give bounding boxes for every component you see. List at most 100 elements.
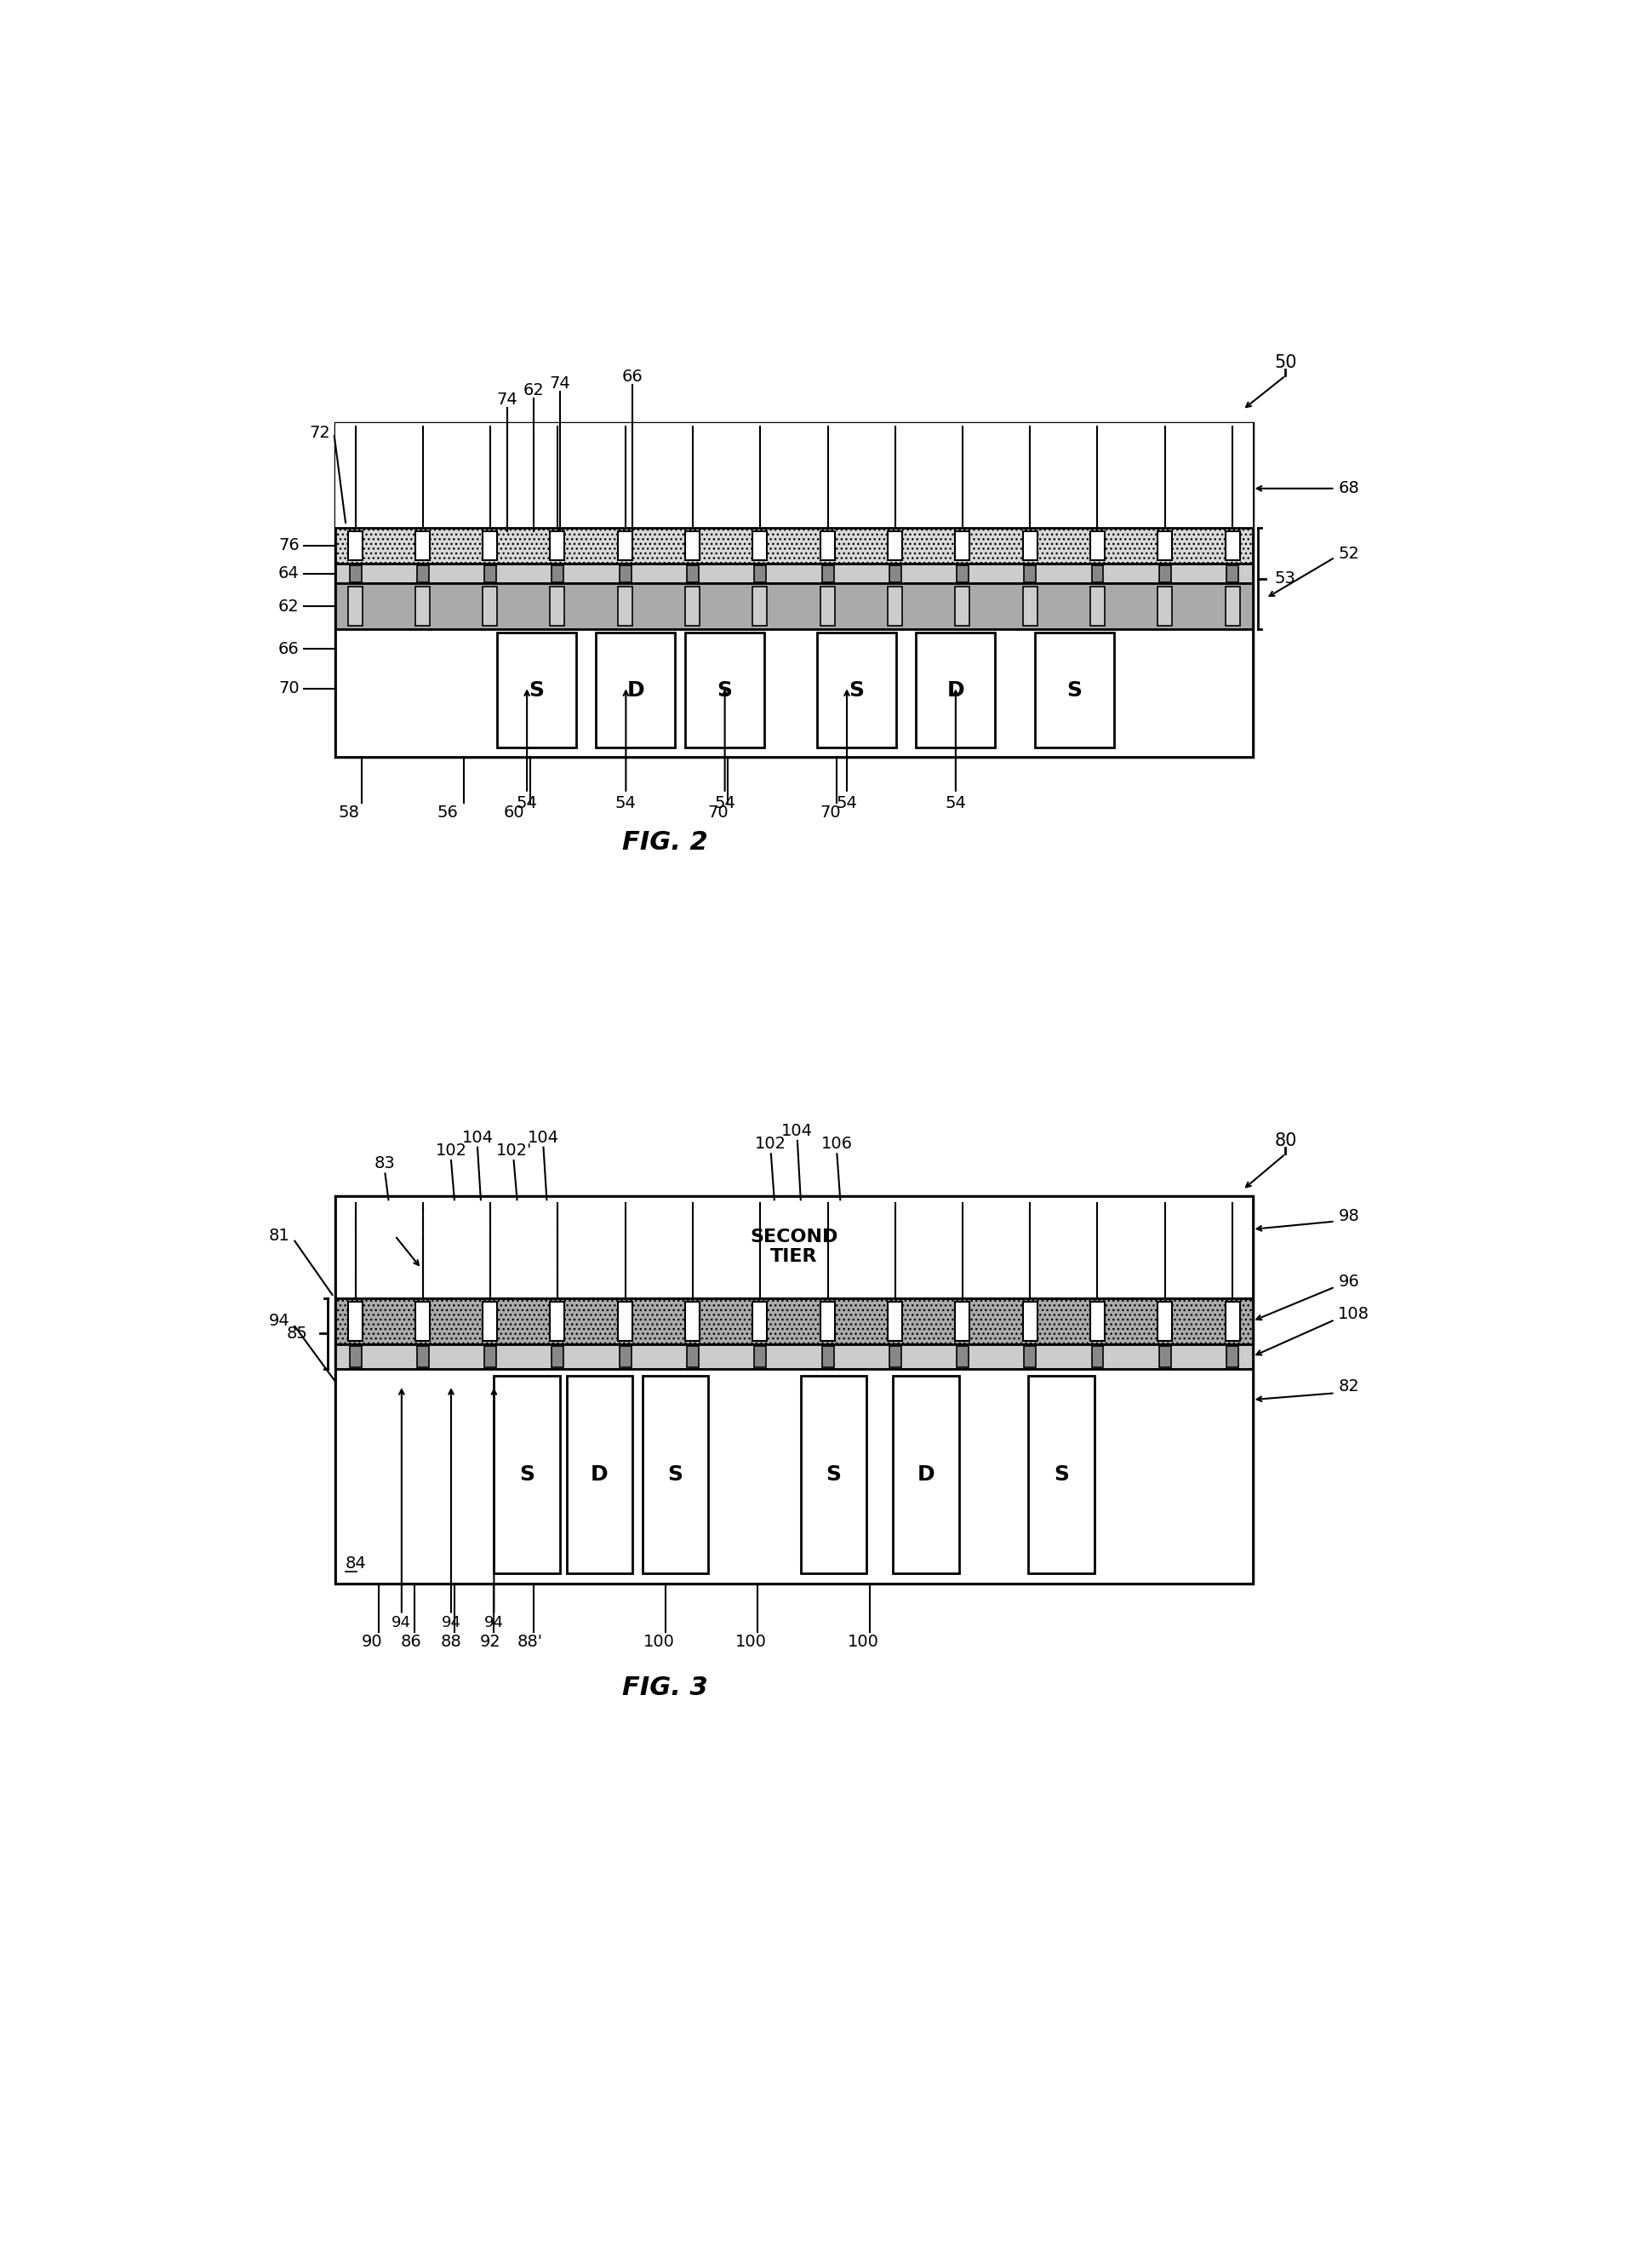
Text: 72: 72 — [310, 424, 331, 440]
Bar — [482, 1302, 497, 1340]
Text: 94: 94 — [441, 1615, 461, 1631]
Bar — [1158, 1345, 1170, 1368]
Bar — [415, 1302, 430, 1340]
Bar — [1023, 1345, 1036, 1368]
Bar — [684, 633, 764, 748]
Text: 52: 52 — [1337, 547, 1359, 562]
Text: 68: 68 — [1337, 481, 1359, 497]
Text: 100: 100 — [847, 1635, 878, 1651]
Bar — [1157, 1302, 1171, 1340]
Bar — [955, 587, 969, 626]
Bar — [888, 531, 902, 560]
Text: 102': 102' — [495, 1143, 531, 1159]
Text: D: D — [917, 1465, 935, 1486]
Text: 108: 108 — [1337, 1306, 1368, 1322]
Bar — [1023, 531, 1038, 560]
Bar — [888, 565, 901, 583]
Bar — [955, 1302, 969, 1340]
Bar — [617, 1302, 632, 1340]
Bar — [753, 1302, 767, 1340]
Bar — [336, 1370, 1251, 1583]
Text: 102: 102 — [435, 1143, 466, 1159]
Text: 60: 60 — [503, 805, 525, 821]
Bar — [821, 1345, 832, 1368]
Text: 62: 62 — [279, 599, 300, 615]
Text: 56: 56 — [437, 805, 458, 821]
Text: S: S — [1067, 680, 1082, 701]
Text: 84: 84 — [345, 1556, 367, 1572]
Bar — [1091, 565, 1103, 583]
Bar — [549, 531, 564, 560]
Text: 66: 66 — [279, 642, 300, 658]
Bar — [1227, 565, 1238, 583]
Text: 94: 94 — [269, 1313, 290, 1329]
Text: 54: 54 — [714, 796, 735, 812]
Bar — [349, 565, 362, 583]
Bar — [821, 565, 832, 583]
Text: 64: 64 — [279, 565, 300, 583]
Bar — [417, 565, 428, 583]
Bar — [484, 1345, 495, 1368]
Bar — [549, 1302, 564, 1340]
Bar — [754, 1345, 766, 1368]
Bar — [336, 1345, 1251, 1370]
Text: FIG. 3: FIG. 3 — [622, 1676, 709, 1701]
Bar — [349, 531, 363, 560]
Bar — [617, 531, 632, 560]
Text: 54: 54 — [836, 796, 857, 812]
Bar — [1227, 1345, 1238, 1368]
Bar — [1028, 1374, 1093, 1574]
Bar — [684, 1302, 699, 1340]
Text: 53: 53 — [1274, 572, 1295, 587]
Bar — [1034, 633, 1113, 748]
Bar — [1023, 565, 1036, 583]
Bar — [349, 1302, 363, 1340]
Text: D: D — [627, 680, 643, 701]
Text: 88': 88' — [516, 1635, 542, 1651]
Bar — [1225, 587, 1240, 626]
Bar — [336, 1198, 1251, 1297]
Bar — [1023, 587, 1038, 626]
Text: 104: 104 — [782, 1123, 813, 1139]
Text: 50: 50 — [1274, 354, 1297, 372]
Text: 85: 85 — [287, 1325, 308, 1343]
Bar — [754, 565, 766, 583]
Bar — [915, 633, 995, 748]
Bar — [336, 583, 1251, 631]
Text: S: S — [717, 680, 731, 701]
Bar — [336, 528, 1251, 565]
Bar — [551, 1345, 564, 1368]
Text: S: S — [668, 1465, 683, 1486]
Bar — [349, 1345, 362, 1368]
Bar — [819, 587, 834, 626]
Bar — [1225, 531, 1240, 560]
Bar — [642, 1374, 709, 1574]
Bar — [619, 1345, 630, 1368]
Bar — [1090, 1302, 1104, 1340]
Text: 82: 82 — [1337, 1379, 1359, 1395]
Text: S: S — [1052, 1465, 1069, 1486]
Bar — [753, 587, 767, 626]
Bar — [336, 631, 1251, 758]
Bar — [415, 531, 430, 560]
Bar — [617, 587, 632, 626]
Bar — [955, 531, 969, 560]
Bar — [336, 1297, 1251, 1345]
Bar — [497, 633, 577, 748]
Text: 100: 100 — [643, 1635, 674, 1651]
Bar — [551, 565, 564, 583]
Bar — [1158, 565, 1170, 583]
Text: S: S — [520, 1465, 534, 1486]
Bar — [819, 1302, 834, 1340]
Bar — [684, 587, 699, 626]
Bar — [482, 531, 497, 560]
Text: 92: 92 — [481, 1635, 502, 1651]
Bar — [415, 587, 430, 626]
Text: 58: 58 — [339, 805, 360, 821]
Text: 90: 90 — [362, 1635, 383, 1651]
Text: 98: 98 — [1337, 1209, 1359, 1225]
Bar — [549, 587, 564, 626]
Text: SECOND
TIER: SECOND TIER — [749, 1229, 837, 1266]
Bar — [619, 565, 630, 583]
Bar — [494, 1374, 560, 1574]
